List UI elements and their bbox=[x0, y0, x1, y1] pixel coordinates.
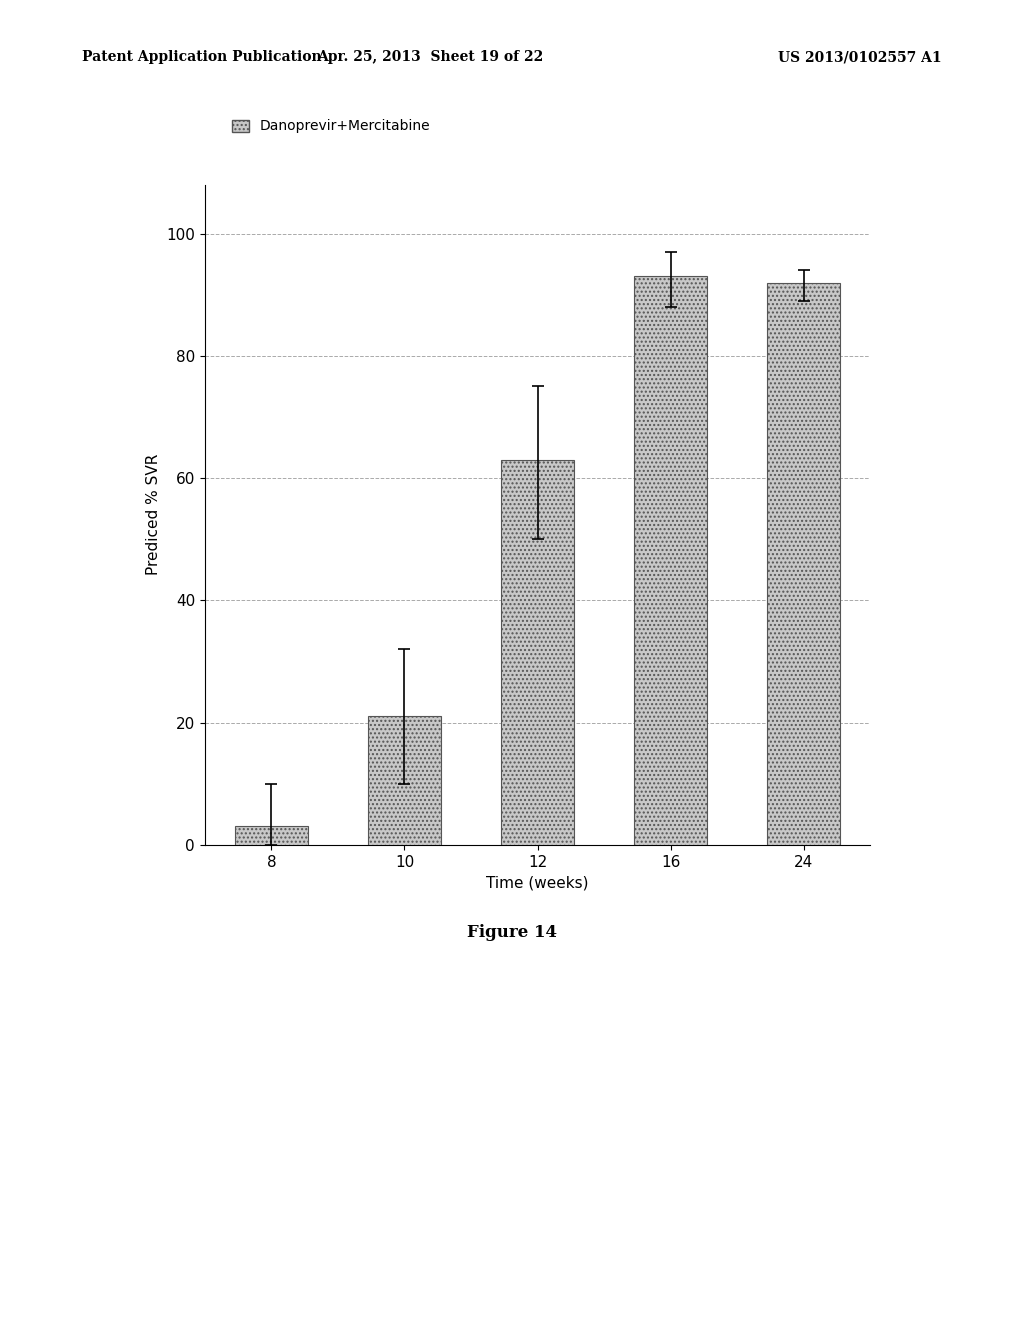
Legend: Danoprevir+Mercitabine: Danoprevir+Mercitabine bbox=[225, 112, 437, 140]
X-axis label: Time (weeks): Time (weeks) bbox=[486, 875, 589, 890]
Text: Figure 14: Figure 14 bbox=[467, 924, 557, 941]
Bar bbox=[234, 826, 308, 845]
Text: Apr. 25, 2013  Sheet 19 of 22: Apr. 25, 2013 Sheet 19 of 22 bbox=[317, 50, 543, 65]
Bar bbox=[634, 276, 708, 845]
Text: Patent Application Publication: Patent Application Publication bbox=[82, 50, 322, 65]
Y-axis label: Prediced % SVR: Prediced % SVR bbox=[145, 454, 161, 576]
Bar bbox=[501, 459, 574, 845]
Bar bbox=[767, 282, 841, 845]
Text: US 2013/0102557 A1: US 2013/0102557 A1 bbox=[778, 50, 942, 65]
Bar bbox=[368, 717, 441, 845]
